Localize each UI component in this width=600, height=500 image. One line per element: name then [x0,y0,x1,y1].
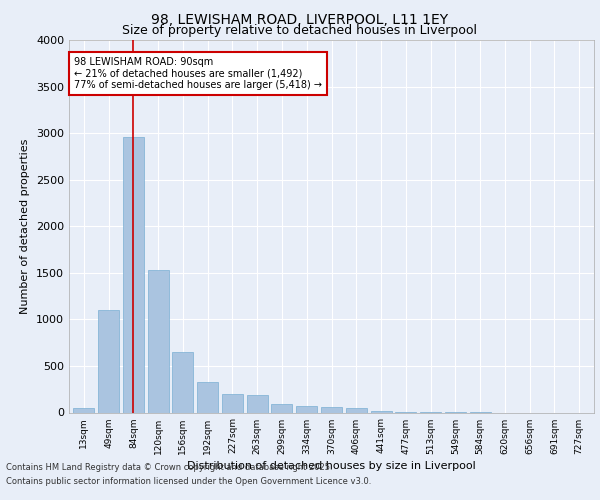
Y-axis label: Number of detached properties: Number of detached properties [20,138,31,314]
Text: 98 LEWISHAM ROAD: 90sqm
← 21% of detached houses are smaller (1,492)
77% of semi: 98 LEWISHAM ROAD: 90sqm ← 21% of detache… [74,57,322,90]
Bar [148,270,169,412]
X-axis label: Distribution of detached houses by size in Liverpool: Distribution of detached houses by size … [187,460,476,470]
Bar [222,394,243,412]
Bar [271,404,292,412]
Bar [371,411,392,412]
Bar [123,137,144,412]
Bar [321,408,342,412]
Text: 98, LEWISHAM ROAD, LIVERPOOL, L11 1EY: 98, LEWISHAM ROAD, LIVERPOOL, L11 1EY [151,12,449,26]
Bar [247,396,268,412]
Text: Contains HM Land Registry data © Crown copyright and database right 2025.: Contains HM Land Registry data © Crown c… [6,464,332,472]
Bar [73,408,94,412]
Bar [98,310,119,412]
Bar [296,406,317,412]
Text: Contains public sector information licensed under the Open Government Licence v3: Contains public sector information licen… [6,477,371,486]
Bar [172,352,193,412]
Bar [197,382,218,412]
Bar [346,408,367,412]
Text: Size of property relative to detached houses in Liverpool: Size of property relative to detached ho… [122,24,478,37]
